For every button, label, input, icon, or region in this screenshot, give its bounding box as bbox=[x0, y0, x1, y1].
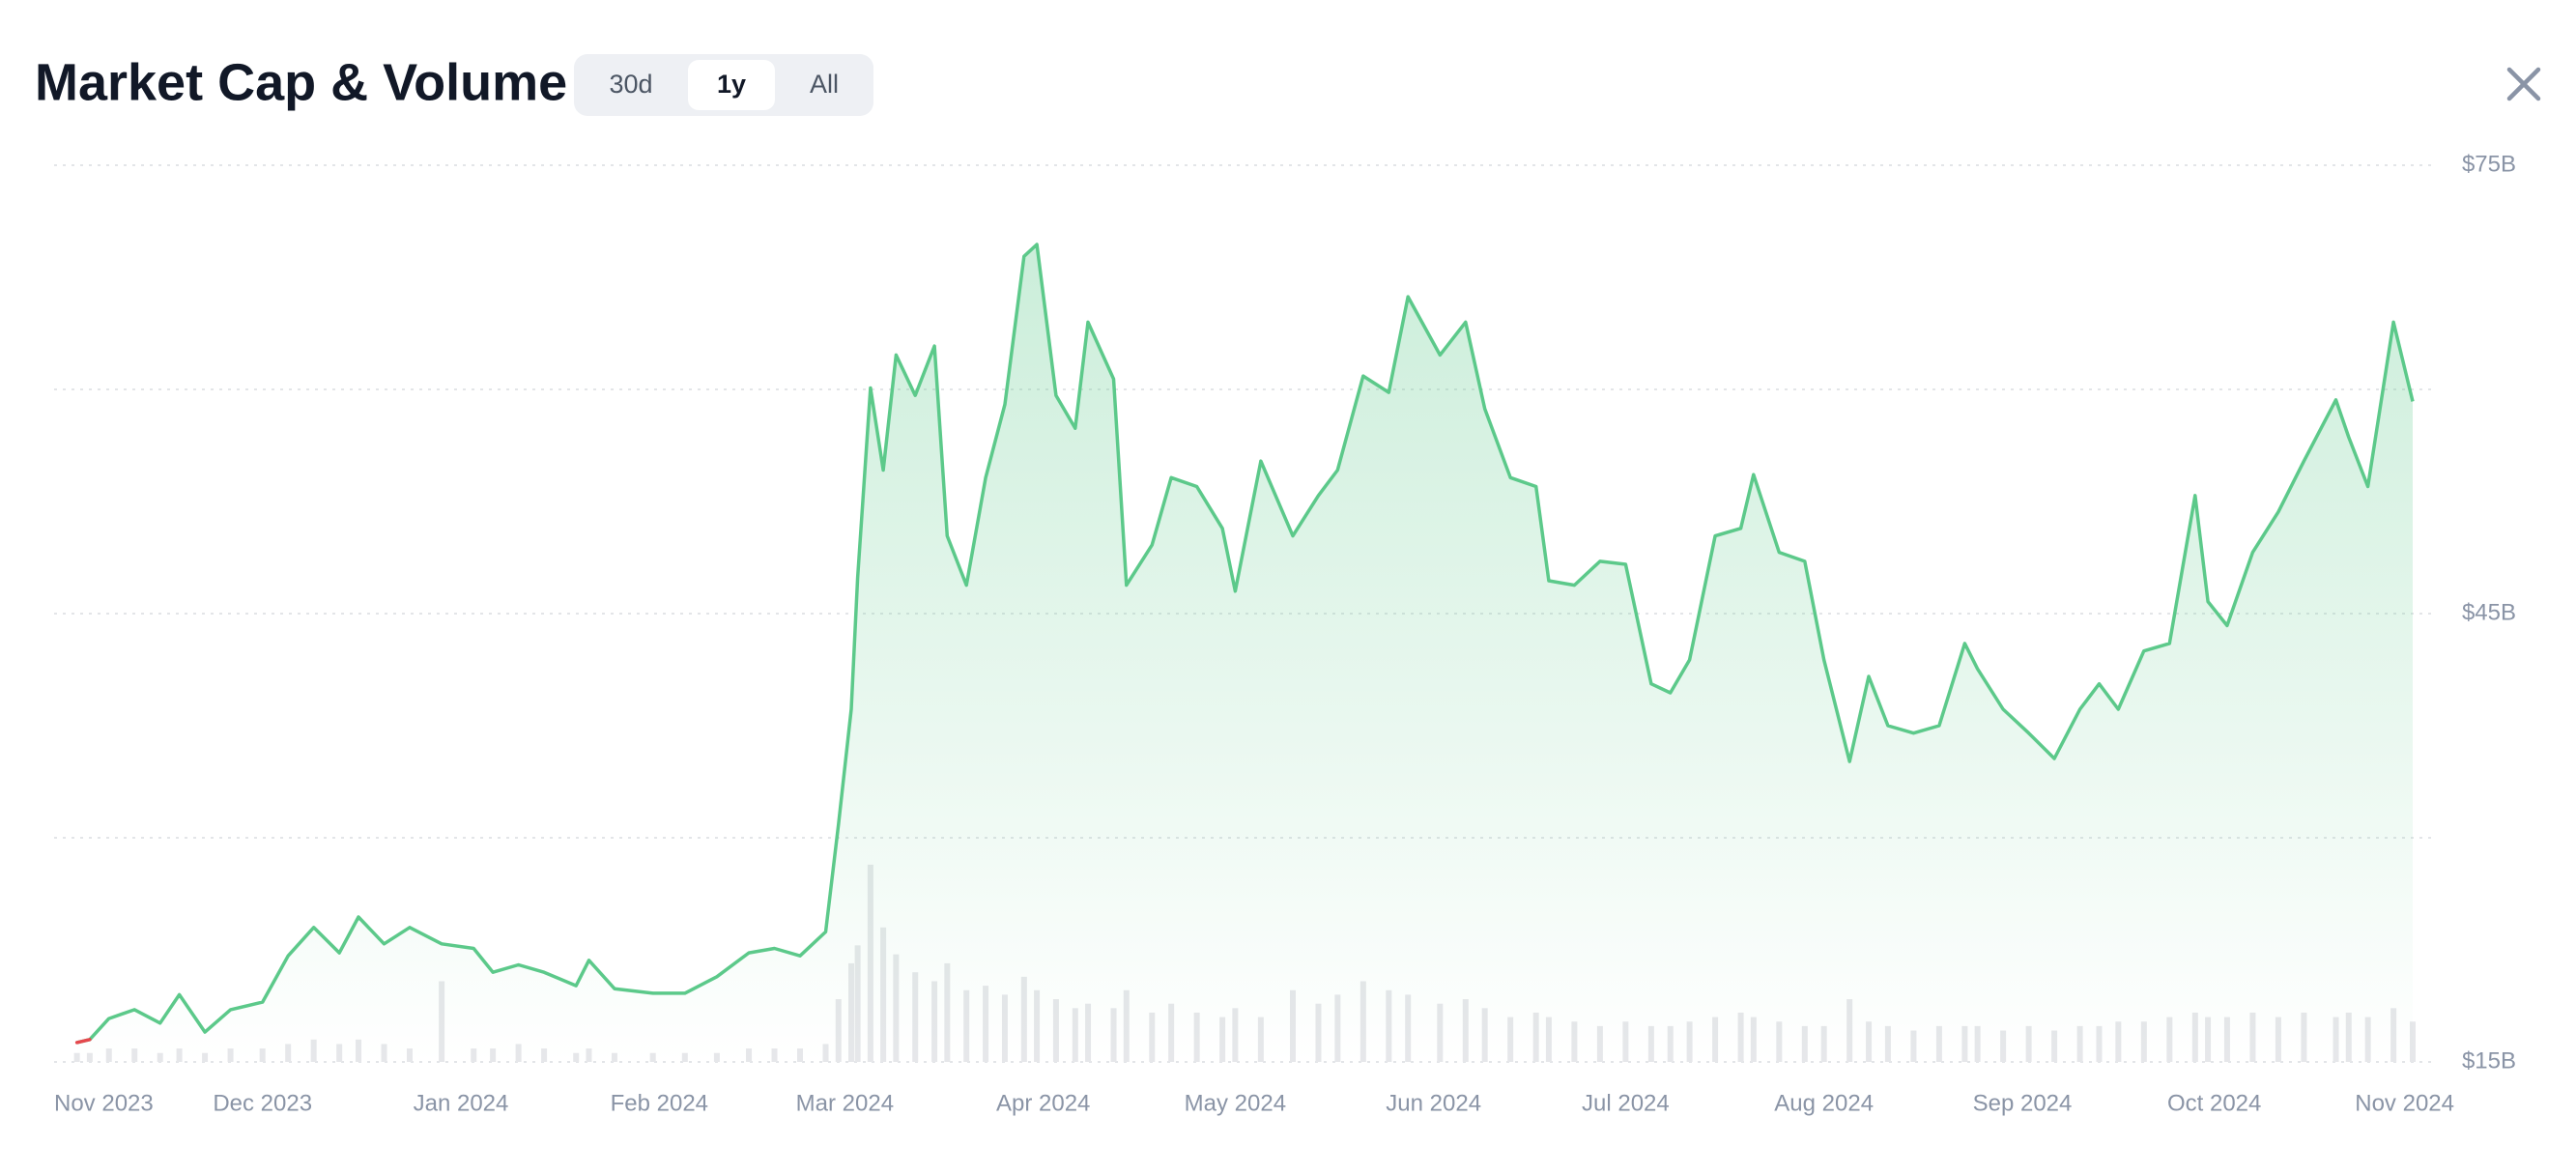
range-button[interactable]: 30d bbox=[609, 70, 652, 99]
y-tick-label: $75B bbox=[2462, 151, 2516, 177]
range-button-active[interactable] bbox=[688, 60, 775, 110]
y-tick-label: $45B bbox=[2462, 599, 2516, 625]
area bbox=[76, 244, 2413, 1062]
x-tick-label: Apr 2024 bbox=[996, 1090, 1090, 1116]
x-tick-label: Dec 2023 bbox=[213, 1090, 312, 1116]
x-tick-label: Jan 2024 bbox=[414, 1090, 509, 1116]
x-tick-label: May 2024 bbox=[1185, 1090, 1286, 1116]
x-tick-label: Feb 2024 bbox=[611, 1090, 708, 1116]
x-tick-label: Jul 2024 bbox=[1582, 1090, 1670, 1116]
x-tick-label: Aug 2024 bbox=[1774, 1090, 1874, 1116]
title: Market Cap & Volume bbox=[35, 53, 567, 111]
x-tick-label: Oct 2024 bbox=[2167, 1090, 2261, 1116]
x-tick-label: Mar 2024 bbox=[796, 1090, 894, 1116]
market-cap-line bbox=[76, 243, 2415, 1045]
x-tick-label: Nov 2024 bbox=[2355, 1090, 2454, 1116]
range-button[interactable]: All bbox=[810, 70, 839, 99]
x-tick-label: Nov 2023 bbox=[54, 1090, 154, 1116]
y-tick-label: $15B bbox=[2462, 1047, 2516, 1074]
close-button[interactable] bbox=[2506, 67, 2541, 101]
x-tick-label: Sep 2024 bbox=[1973, 1090, 2073, 1116]
start-segment bbox=[74, 1038, 92, 1045]
range-button[interactable]: 1y bbox=[717, 70, 746, 99]
x-tick-label: Jun 2024 bbox=[1386, 1090, 1481, 1116]
